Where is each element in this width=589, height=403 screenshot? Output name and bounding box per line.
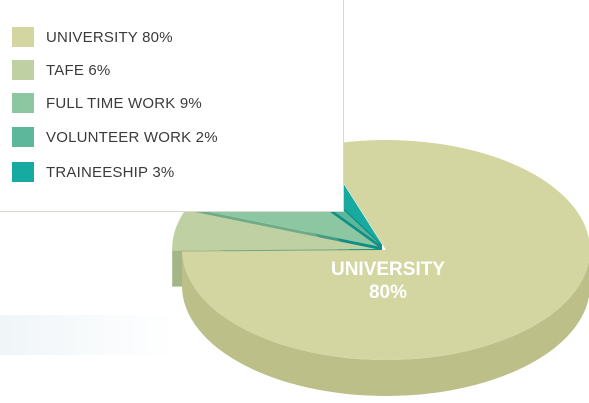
legend-item-university: UNIVERSITY 80% [12,26,173,48]
legend-swatch-full-time-work [12,93,34,113]
pie-slice-university [182,140,589,360]
legend-swatch-university [12,27,34,47]
faded-background-band [0,315,175,355]
pie-slice-tafe [172,210,377,251]
pie-side-university-0 [182,251,589,397]
legend-item-tafe: TAFE 6% [12,59,110,81]
pie-slice-label-university: UNIVERSITY 80% [298,258,478,304]
legend-swatch-tafe [12,60,34,80]
pie-slice-label-name: UNIVERSITY [330,259,446,280]
legend-swatch-traineeship [12,162,34,182]
legend: UNIVERSITY 80% TAFE 6% FULL TIME WORK 9%… [0,0,344,212]
legend-label-volunteer-work: VOLUNTEER WORK 2% [46,128,218,146]
legend-item-volunteer-work: VOLUNTEER WORK 2% [12,126,218,148]
legend-label-tafe: TAFE 6% [46,61,111,79]
legend-item-full-time-work: FULL TIME WORK 9% [12,92,202,114]
legend-label-traineeship: TRAINEESHIP 3% [46,163,175,181]
legend-label-full-time-work: FULL TIME WORK 9% [46,94,202,112]
legend-label-university: UNIVERSITY 80% [46,28,173,46]
pie-slice-label-percent: 80% [368,282,408,303]
legend-swatch-volunteer-work [12,127,34,147]
legend-item-traineeship: TRAINEESHIP 3% [12,161,174,183]
